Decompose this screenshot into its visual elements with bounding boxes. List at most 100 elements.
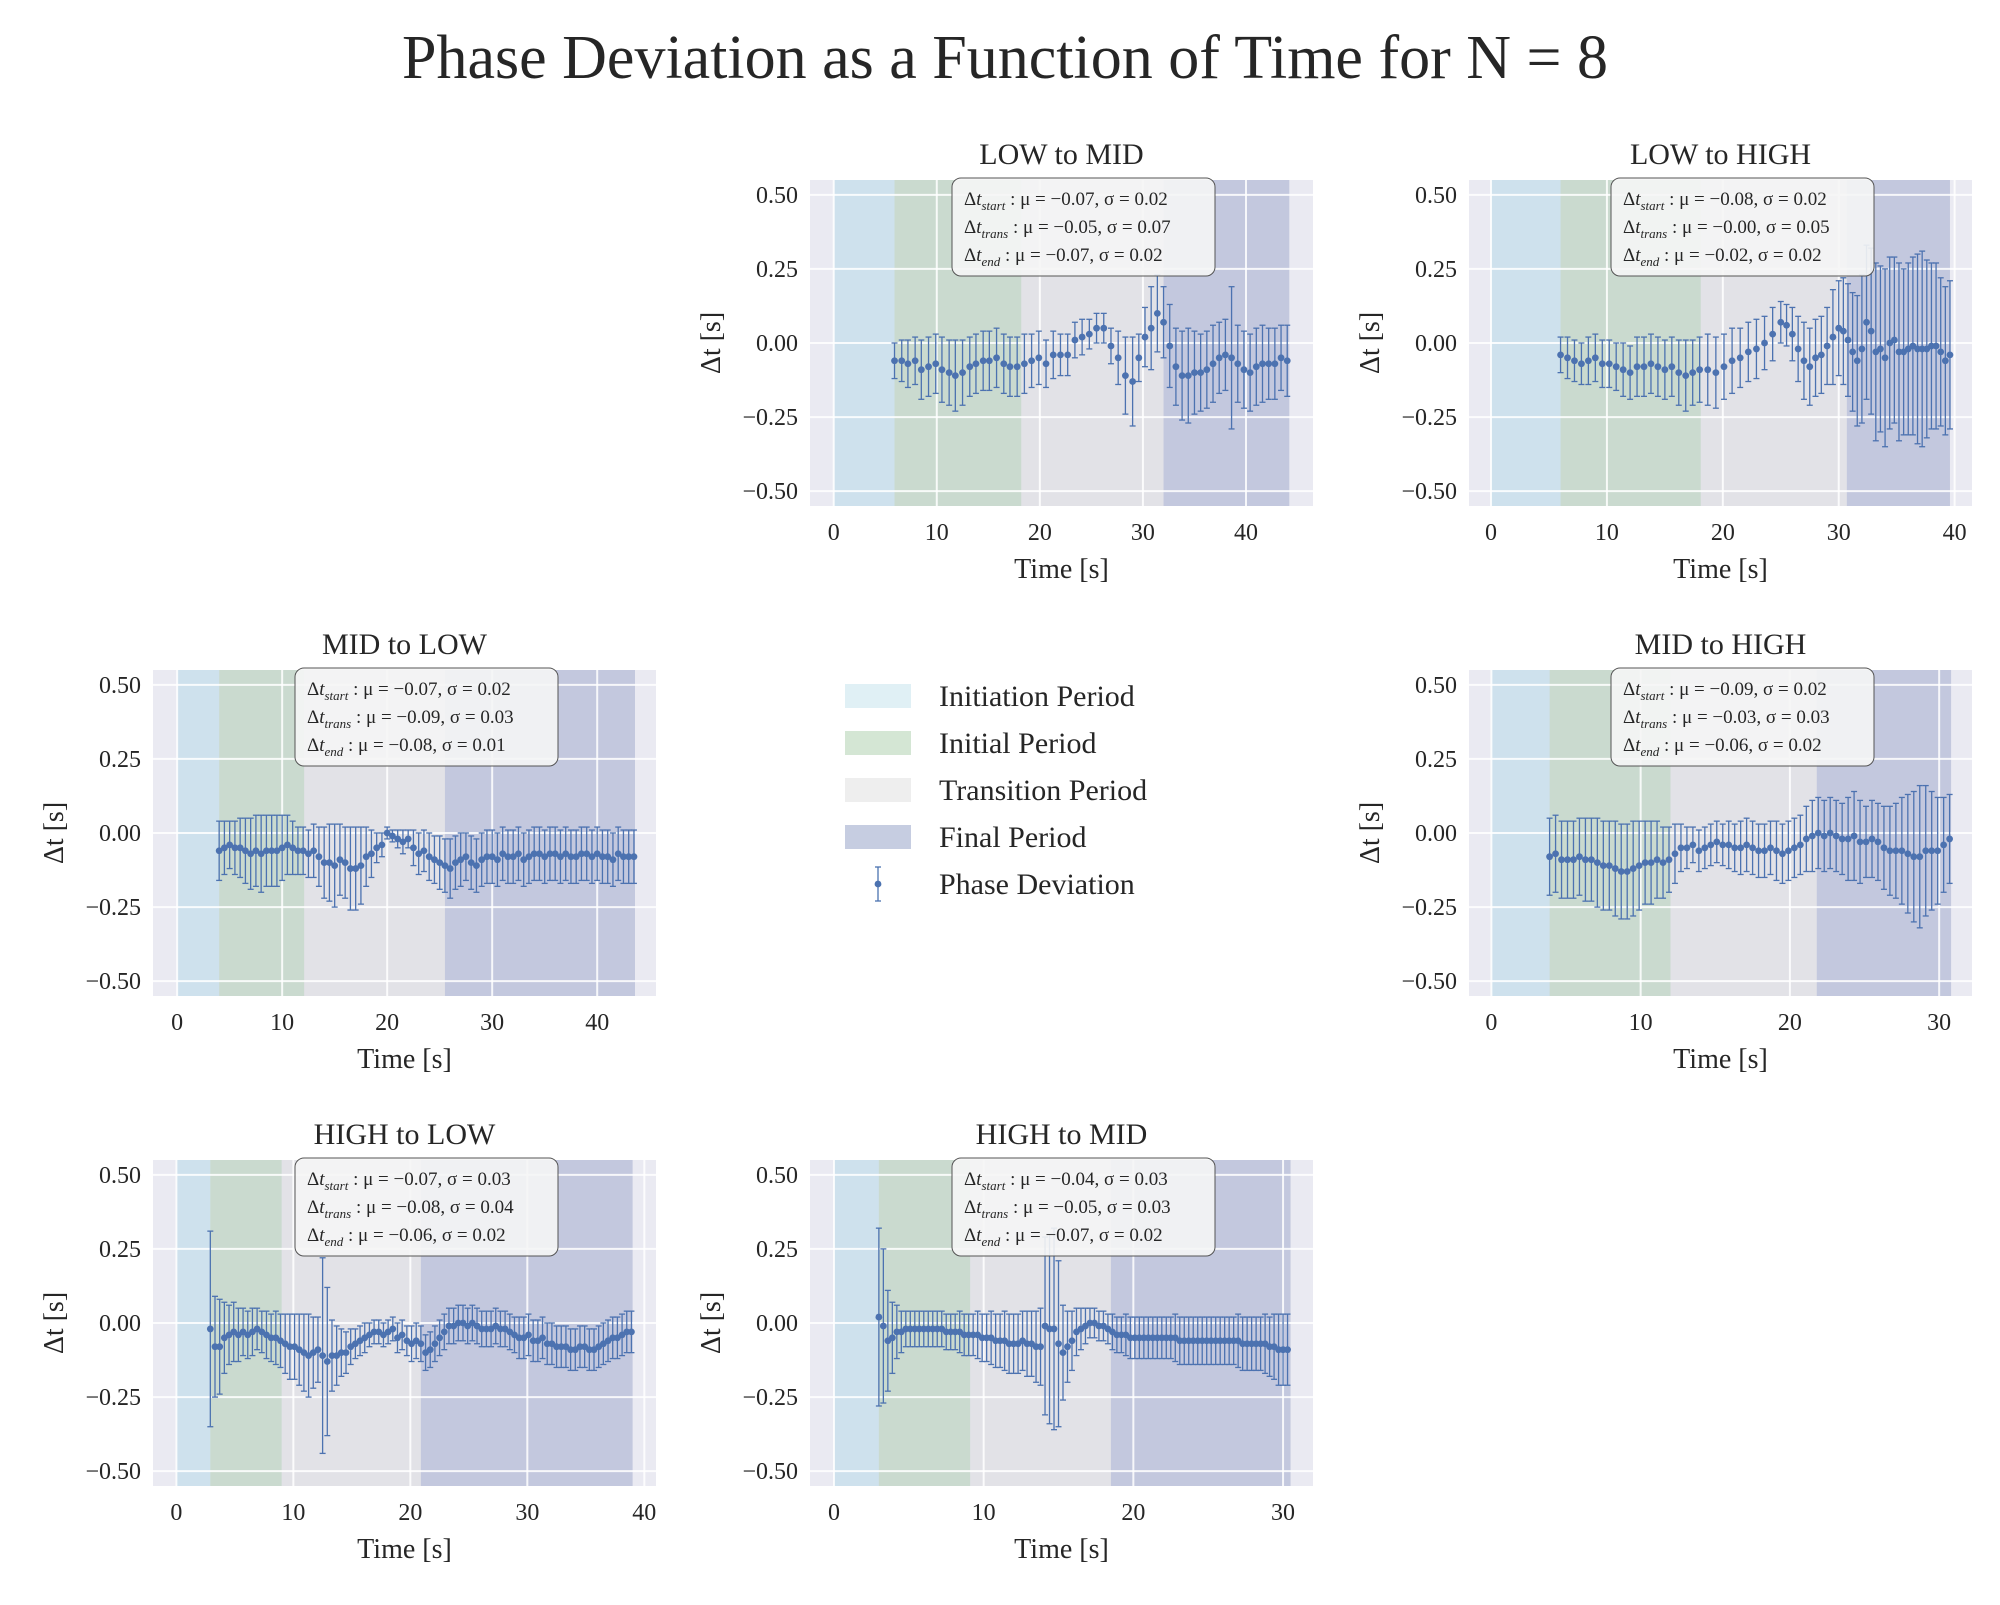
data-point: [1135, 354, 1143, 362]
stats-line: Δtstart : μ = −0.04, σ = 0.03: [964, 1169, 1168, 1193]
legend-swatch: [845, 778, 911, 802]
data-point: [1654, 363, 1662, 371]
stats-box: [951, 1157, 1216, 1257]
data-point: [1898, 847, 1906, 855]
data-point: [588, 853, 596, 861]
data-point: [320, 859, 328, 867]
data-point: [1806, 363, 1814, 371]
data-point: [1937, 348, 1945, 356]
data-point: [1934, 847, 1942, 855]
data-point: [1055, 1340, 1062, 1348]
x-tick-label: 40: [632, 1500, 656, 1526]
y-axis-label: Δt [s]: [696, 1292, 727, 1354]
y-axis-label: Δt [s]: [1355, 312, 1386, 374]
data-point: [425, 853, 433, 861]
subplot-low-to-mid: 0 10 20 30 40 −0.50 −0.25 0.00 0.25 0.50 LOW to MI…: [696, 138, 1313, 585]
data-point: [211, 1343, 219, 1351]
data-point: [530, 850, 538, 858]
stats-line: Δtstart : μ = −0.09, σ = 0.02: [1623, 679, 1827, 703]
data-point: [630, 853, 638, 861]
data-point: [1071, 336, 1079, 344]
x-axis-label: Time [s]: [1014, 554, 1109, 585]
data-point: [1623, 868, 1631, 875]
data-point: [1284, 1346, 1291, 1354]
data-point: [404, 835, 412, 843]
data-point: [310, 847, 318, 855]
data-point: [1704, 366, 1712, 374]
data-point: [593, 850, 601, 858]
data-point: [362, 853, 370, 861]
stats-box: [294, 1157, 559, 1257]
y-axis-label: Δt [s]: [39, 802, 70, 864]
data-point: [1265, 360, 1273, 368]
data-point: [972, 360, 980, 368]
y-tick-label: −0.50: [1401, 969, 1457, 995]
data-point: [1107, 342, 1115, 350]
data-point: [1160, 318, 1167, 326]
data-point: [1886, 847, 1894, 855]
data-point: [1675, 369, 1683, 377]
y-tick-label: 0.25: [1415, 747, 1457, 773]
data-point: [273, 847, 281, 855]
data-point: [1802, 835, 1810, 843]
data-point: [1661, 366, 1669, 374]
data-point: [1129, 378, 1137, 385]
data-point: [1277, 354, 1285, 362]
data-point: [1215, 354, 1223, 362]
figure-title: Phase Deviation as a Function of Time fo…: [402, 24, 1608, 92]
data-point: [623, 1328, 631, 1336]
stats-line: Δtend : μ = −0.07, σ = 0.02: [964, 1225, 1163, 1249]
stats-line: Δttrans : μ = −0.03, σ = 0.03: [1623, 707, 1830, 731]
data-point: [1582, 856, 1589, 864]
data-point: [875, 1313, 883, 1321]
data-point: [294, 847, 302, 855]
data-point: [1050, 1325, 1058, 1333]
data-point: [536, 850, 543, 858]
stats-line: Δtend : μ = −0.06, σ = 0.02: [307, 1225, 506, 1249]
data-point: [426, 1346, 434, 1354]
data-point: [1858, 345, 1866, 353]
y-tick-label: 0.25: [1415, 257, 1457, 283]
data-point: [368, 850, 375, 858]
data-point: [614, 850, 622, 858]
data-point: [925, 363, 932, 371]
data-point: [1068, 1337, 1076, 1345]
data-point: [473, 862, 480, 869]
data-point: [1800, 357, 1808, 365]
x-tick-label: 20: [398, 1500, 422, 1526]
y-tick-label: 0.50: [756, 1163, 798, 1189]
x-tick-label: 40: [585, 1010, 609, 1036]
stats-line: Δtstart : μ = −0.07, σ = 0.02: [964, 189, 1168, 213]
data-point: [440, 1328, 448, 1336]
data-point: [1731, 844, 1739, 852]
data-point: [1890, 336, 1898, 344]
data-point: [445, 1322, 453, 1330]
data-point: [216, 1343, 224, 1351]
data-point: [543, 1340, 551, 1348]
x-tick-label: 10: [270, 1010, 294, 1036]
data-point: [1689, 369, 1697, 377]
data-point: [1605, 360, 1613, 368]
data-point: [1820, 832, 1828, 840]
stats-annotation: Δtstart : μ = −0.09, σ = 0.02 Δttrans : μ…: [1610, 667, 1875, 767]
legend-item-final-period: Final Period: [845, 821, 1087, 854]
x-tick-label: 0: [1485, 1010, 1497, 1036]
stats-annotation: Δtstart : μ = −0.08, σ = 0.02 Δttrans : μ…: [1610, 177, 1875, 277]
data-point: [1246, 369, 1254, 377]
data-point: [1707, 841, 1715, 849]
data-point: [326, 859, 333, 867]
x-axis-label: Time [s]: [1014, 1534, 1109, 1565]
subplot-title: MID to LOW: [322, 628, 488, 661]
data-point: [1564, 354, 1571, 362]
data-point: [557, 1343, 565, 1351]
data-point: [398, 1331, 406, 1339]
data-point: [1587, 856, 1595, 864]
data-point: [1761, 847, 1768, 855]
x-tick-label: 30: [1131, 520, 1155, 546]
data-point: [1633, 363, 1641, 371]
data-point: [1832, 832, 1840, 840]
data-point: [1617, 868, 1625, 875]
data-point: [1558, 856, 1565, 864]
data-point: [891, 357, 898, 365]
data-point: [1874, 838, 1882, 846]
